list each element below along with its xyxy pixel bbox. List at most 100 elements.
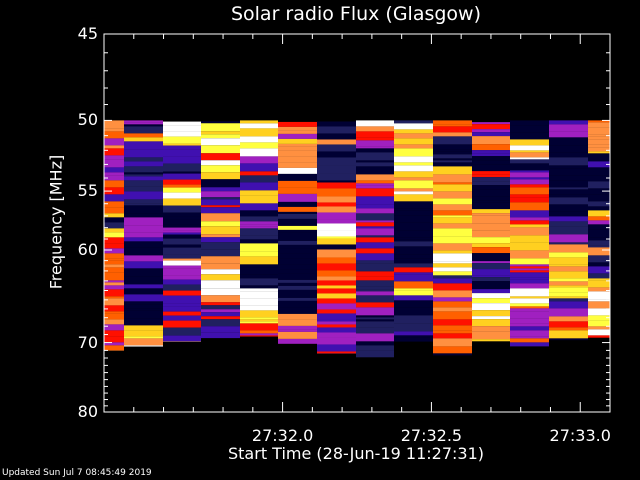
spectrogram-cell: [588, 127, 610, 135]
spectrogram-cell: [317, 344, 356, 352]
spectrogram-cell: [510, 120, 549, 126]
spectrogram-cell: [356, 174, 394, 181]
spectrogram-cell: [394, 323, 433, 332]
spectrogram-cell: [278, 126, 317, 131]
spectrogram-cell: [201, 288, 240, 296]
y-axis-label: Frequency [MHz]: [46, 154, 66, 290]
spectrogram-cell: [356, 148, 394, 153]
spectrogram-cell: [201, 280, 240, 289]
spectrogram-cell: [394, 263, 433, 268]
spectrogram-cell: [104, 201, 124, 208]
spectrogram-cell: [317, 151, 356, 158]
spectrogram-cell: [240, 274, 278, 279]
spectrogram-cell: [356, 120, 394, 127]
spectrogram-cell: [124, 345, 163, 347]
spectrogram-cell: [510, 336, 549, 339]
spectrogram-cell: [317, 270, 356, 277]
spectrogram-cell: [356, 220, 394, 223]
spectrogram-cell: [394, 335, 433, 338]
spectrogram-cell: [472, 281, 510, 290]
spectrogram-cell: [472, 293, 510, 299]
spectrogram-cell: [240, 330, 278, 334]
spectrogram-cell: [549, 257, 588, 265]
spectrogram-cell: [510, 202, 549, 211]
spectrogram-cell: [240, 239, 278, 244]
spectrogram-cell: [240, 182, 278, 191]
spectrogram-cell: [317, 313, 356, 320]
spectrogram-cell: [201, 226, 240, 235]
spectrogram-cell: [356, 248, 394, 254]
spectrogram-cell: [278, 282, 317, 286]
spectrogram-cell: [510, 227, 549, 236]
spectrogram-cell: [201, 187, 240, 192]
spectrogram-cell: [240, 136, 278, 143]
spectrogram-cell: [356, 146, 394, 149]
spectrogram-cell: [104, 260, 124, 265]
spectrogram-cell: [278, 248, 317, 254]
spectrogram-cell: [163, 143, 201, 146]
spectrogram-cell: [201, 316, 240, 320]
spectrogram-cell: [510, 306, 549, 309]
spectrogram-cell: [394, 123, 433, 130]
spectrogram-cell: [201, 138, 240, 146]
spectrogram-cell: [240, 228, 278, 236]
spectrogram-cell: [104, 319, 124, 325]
spectrogram-cell: [588, 237, 610, 241]
spectrogram-cell: [549, 194, 588, 198]
spectrogram-cell: [472, 223, 510, 231]
spectrogram-cell: [549, 338, 588, 341]
spectrogram-cell: [510, 298, 549, 304]
spectrogram-cell: [201, 172, 240, 180]
spectrogram-cell: [356, 208, 394, 214]
spectrogram-cell: [317, 293, 356, 299]
spectrogram-cell: [433, 151, 472, 155]
spectrogram-cell: [549, 165, 588, 169]
spectrogram-cell: [549, 216, 588, 222]
spectrogram-cell: [510, 266, 549, 269]
spectrogram-cell: [394, 210, 433, 216]
spectrogram-cell: [201, 234, 240, 238]
spectrogram-cell: [549, 287, 588, 293]
spectrogram-cell: [278, 319, 317, 326]
spectrogram-cell: [433, 290, 472, 298]
spectrogram-cell: [104, 289, 124, 297]
spectrogram-cell: [124, 318, 163, 326]
spectrogram-cell: [240, 251, 278, 257]
spectrogram-cell: [433, 261, 472, 264]
spectrogram-cell: [472, 150, 510, 154]
spectrogram-cell: [356, 341, 394, 346]
axis-ticks: [104, 33, 610, 413]
spectrogram-cell: [394, 188, 433, 192]
spectrogram-cell: [433, 253, 472, 262]
spectrogram-cell: [588, 326, 610, 330]
spectrogram-cell: [356, 350, 394, 358]
spectrogram-cell: [317, 337, 356, 345]
spectrogram-cell: [278, 223, 317, 226]
spectrogram-cell: [163, 303, 201, 307]
spectrogram-cell: [240, 156, 278, 164]
spectrogram-cell: [240, 285, 278, 289]
spectrogram-cell: [163, 205, 201, 213]
spectrogram-cell: [124, 232, 163, 238]
spectrogram-cell: [317, 298, 356, 304]
spectrogram-cell: [394, 171, 433, 178]
spectrogram-cell: [356, 276, 394, 281]
spectrogram-cell: [124, 330, 163, 337]
spectrogram-cell: [240, 128, 278, 137]
spectrogram-cell: [356, 126, 394, 132]
spectrogram-cell: [163, 212, 201, 217]
spectrogram-cell: [163, 136, 201, 144]
spectrogram-cell: [317, 351, 356, 354]
spectrogram-cell: [549, 180, 588, 188]
spectrogram-cell: [588, 181, 610, 189]
spectrogram-cell: [588, 329, 610, 336]
spectrogram-cell: [472, 230, 510, 238]
spectrogram-cell: [240, 235, 278, 240]
spectrogram-cell: [278, 218, 317, 224]
spectrogram-cell: [240, 243, 278, 252]
spectrogram-cell: [356, 213, 394, 221]
spectrogram-cell: [394, 295, 433, 301]
spectrogram-cell: [163, 187, 201, 193]
spectrogram-cell: [104, 243, 124, 249]
spectrogram-cell: [510, 308, 549, 312]
